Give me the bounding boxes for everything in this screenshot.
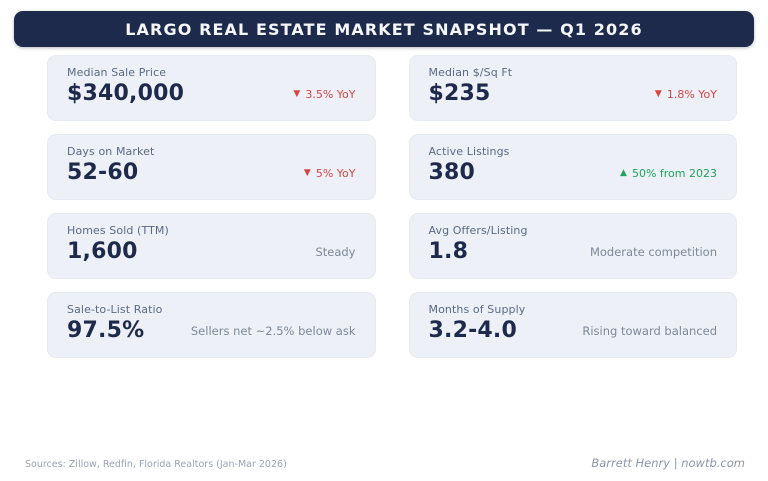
trend-text: Sellers net ~2.5% below ask <box>190 324 356 339</box>
metric-value: $235 <box>428 81 491 106</box>
metric-card-days-on-market: Days on Market 52-60 ▼ 5% YoY <box>47 134 376 200</box>
metric-label: Days on Market <box>67 145 155 158</box>
metric-trend: Moderate competition <box>590 245 717 259</box>
metric-card-median-sale-price: Median Sale Price $340,000 ▼ 3.5% YoY <box>47 55 376 121</box>
metric-card-active-listings: Active Listings 380 ▲ 50% from 2023 <box>408 134 737 200</box>
metric-value: 52-60 <box>67 160 139 185</box>
trend-text: Rising toward balanced <box>582 324 717 339</box>
header-banner: LARGO REAL ESTATE MARKET SNAPSHOT — Q1 2… <box>14 11 754 47</box>
page-title: LARGO REAL ESTATE MARKET SNAPSHOT — Q1 2… <box>125 19 643 39</box>
trend-down-icon: ▼ <box>303 167 311 178</box>
metric-label: Median $/Sq Ft <box>428 66 513 79</box>
metric-label: Median Sale Price <box>67 66 167 79</box>
metric-value: 1.8 <box>428 239 469 264</box>
trend-down-icon: ▼ <box>654 88 662 99</box>
trend-text: Moderate competition <box>589 245 717 260</box>
metric-label: Sale-to-List Ratio <box>67 303 163 316</box>
metric-value: 1,600 <box>67 239 138 264</box>
metric-label: Homes Sold (TTM) <box>67 224 169 237</box>
trend-text: 1.8% YoY <box>666 87 717 101</box>
trend-text: 50% from 2023 <box>631 166 717 180</box>
metric-trend: ▼ 1.8% YoY <box>655 88 717 101</box>
metric-card-avg-offers-per-listing: Avg Offers/Listing 1.8 Moderate competit… <box>408 213 737 279</box>
metric-value: $340,000 <box>67 81 185 106</box>
metric-trend: ▼ 3.5% YoY <box>293 88 355 101</box>
metric-trend: Sellers net ~2.5% below ask <box>191 324 356 338</box>
metric-value: 97.5% <box>67 318 145 343</box>
attribution: Barrett Henry | nowtb.com <box>591 456 745 470</box>
metric-trend: ▼ 5% YoY <box>304 167 356 180</box>
metric-value: 3.2-4.0 <box>428 318 517 343</box>
metric-label: Months of Supply <box>428 303 526 316</box>
metric-trend: Rising toward balanced <box>582 324 717 338</box>
trend-text: 5% YoY <box>315 166 356 180</box>
trend-text: Steady <box>315 245 356 260</box>
sources-note: Sources: Zillow, Redfin, Florida Realtor… <box>25 459 287 470</box>
footer: Sources: Zillow, Redfin, Florida Realtor… <box>25 456 745 470</box>
metric-label: Active Listings <box>428 145 510 158</box>
metric-value: 380 <box>428 160 476 185</box>
metric-card-sale-to-list-ratio: Sale-to-List Ratio 97.5% Sellers net ~2.… <box>47 292 376 358</box>
metric-label: Avg Offers/Listing <box>428 224 528 237</box>
trend-down-icon: ▼ <box>293 88 301 99</box>
metric-trend: ▲ 50% from 2023 <box>620 167 717 180</box>
metric-card-months-of-supply: Months of Supply 3.2-4.0 Rising toward b… <box>408 292 737 358</box>
metric-card-homes-sold: Homes Sold (TTM) 1,600 Steady <box>47 213 376 279</box>
metric-card-median-price-per-sqft: Median $/Sq Ft $235 ▼ 1.8% YoY <box>408 55 737 121</box>
metrics-grid: Median Sale Price $340,000 ▼ 3.5% YoY Me… <box>47 55 737 358</box>
trend-text: 3.5% YoY <box>305 87 356 101</box>
metric-trend: Steady <box>315 245 355 259</box>
trend-up-icon: ▲ <box>620 167 627 178</box>
